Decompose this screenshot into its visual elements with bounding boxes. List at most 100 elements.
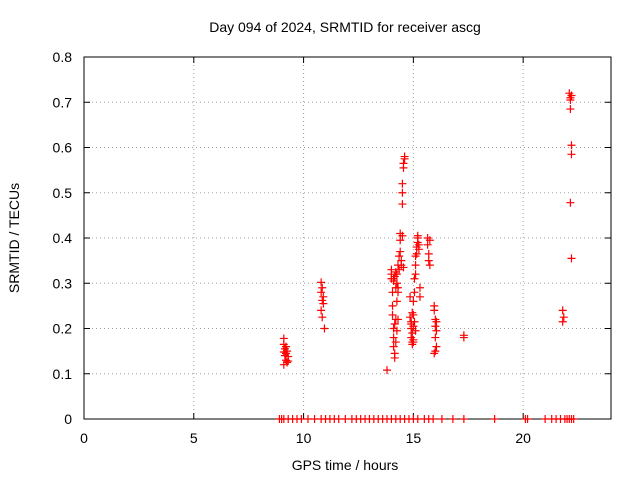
data-point — [410, 288, 419, 297]
data-point — [567, 150, 576, 159]
data-point — [558, 306, 567, 315]
data-point — [398, 200, 407, 209]
data-point — [415, 283, 424, 292]
x-tick-label: 15 — [406, 430, 422, 446]
y-axis-label: SRMTID / TECUs — [6, 183, 22, 293]
data-point — [559, 313, 568, 322]
data-point — [411, 270, 420, 279]
x-tick-label: 10 — [296, 430, 312, 446]
data-point — [409, 297, 418, 306]
x-axis-label: GPS time / hours — [292, 457, 399, 473]
data-point — [415, 292, 424, 301]
y-tick-label: 0.7 — [53, 94, 73, 110]
data-point — [432, 317, 441, 326]
data-point — [396, 247, 405, 256]
plot-frame — [83, 56, 612, 420]
data-point — [388, 310, 397, 319]
data-point — [318, 313, 327, 322]
y-tick-label: 0.5 — [53, 185, 73, 201]
data-point — [523, 415, 532, 423]
data-point — [431, 322, 440, 331]
y-tick-label: 0.8 — [53, 49, 73, 65]
data-point — [319, 292, 328, 301]
y-tick-label: 0.6 — [53, 140, 73, 156]
data-point — [410, 274, 419, 283]
data-point — [317, 306, 326, 315]
data-point — [490, 415, 499, 423]
data-point — [396, 236, 405, 245]
data-point — [566, 105, 575, 114]
data-point — [392, 297, 401, 306]
data-point — [459, 331, 468, 340]
data-points — [275, 89, 578, 423]
data-point — [423, 240, 432, 249]
data-point — [448, 415, 457, 423]
data-point — [425, 261, 434, 270]
data-point — [389, 333, 398, 342]
data-point — [409, 310, 418, 319]
data-point — [282, 342, 291, 351]
data-point — [391, 283, 400, 292]
data-point — [566, 198, 575, 207]
data-point — [389, 276, 398, 285]
data-point — [383, 366, 392, 375]
data-point — [409, 322, 418, 331]
data-point — [392, 326, 401, 335]
data-point — [431, 333, 440, 342]
data-point — [399, 263, 408, 272]
data-point — [399, 159, 408, 168]
data-point — [391, 338, 400, 347]
data-point — [567, 141, 576, 150]
data-point — [317, 288, 326, 297]
x-tick-label: 0 — [80, 430, 88, 446]
data-point — [406, 292, 415, 301]
y-tick-label: 0.2 — [53, 321, 73, 337]
y-tick-label: 0.3 — [53, 275, 73, 291]
data-point — [409, 335, 418, 344]
data-point — [317, 278, 326, 287]
data-point — [425, 236, 434, 245]
data-point — [430, 306, 439, 315]
data-point — [389, 342, 398, 351]
y-tick-label: 0 — [64, 411, 72, 427]
data-point — [569, 415, 578, 423]
data-point — [392, 270, 401, 279]
data-point — [388, 301, 397, 310]
data-point — [387, 265, 396, 274]
data-point — [437, 415, 446, 423]
data-point — [394, 315, 403, 324]
tick-labels: 0 5 10 15 20 0 0.1 0.2 0.3 0.4 0.5 0.6 0.7 0.8 — [53, 49, 532, 446]
data-point — [398, 231, 407, 240]
data-point — [411, 261, 420, 270]
data-point — [398, 179, 407, 188]
x-tick-label: 20 — [515, 430, 531, 446]
data-point — [567, 254, 576, 263]
data-point — [432, 342, 441, 351]
data-point — [566, 95, 575, 104]
chart-title: Day 094 of 2024, SRMTID for receiver asc… — [209, 19, 481, 35]
data-point — [429, 415, 438, 423]
data-point — [394, 288, 403, 297]
data-point — [459, 415, 468, 423]
x-tick-label: 5 — [190, 430, 198, 446]
data-point — [413, 231, 422, 240]
data-point — [424, 256, 433, 265]
data-point — [411, 326, 420, 335]
data-point — [567, 91, 576, 100]
data-point — [319, 299, 328, 308]
data-point — [412, 249, 421, 258]
data-point — [390, 353, 399, 362]
data-point — [390, 319, 399, 328]
y-tick-label: 0.4 — [53, 230, 73, 246]
data-point — [279, 360, 288, 369]
data-point — [432, 326, 441, 335]
data-point — [414, 240, 423, 249]
data-point — [284, 352, 293, 361]
data-point — [395, 252, 404, 261]
grid — [84, 57, 611, 419]
data-point — [318, 283, 327, 292]
data-point — [410, 317, 419, 326]
data-point — [558, 317, 567, 326]
y-tick-label: 0.1 — [53, 366, 73, 382]
